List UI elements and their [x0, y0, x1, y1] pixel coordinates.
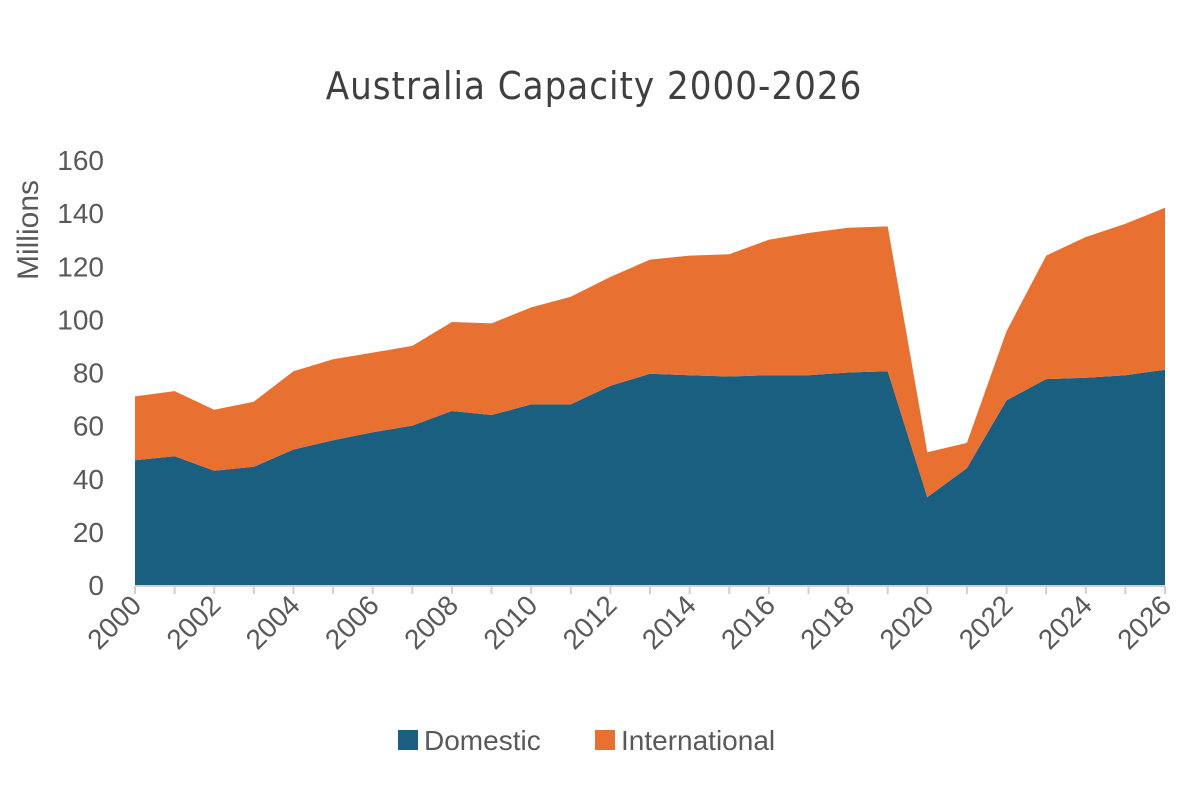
legend-label-international: International	[621, 725, 775, 756]
chart-title: Australia Capacity 2000-2026	[326, 64, 863, 108]
y-tick-label: 40	[73, 464, 104, 495]
legend: Domestic International	[398, 725, 775, 756]
y-tick-label: 160	[57, 145, 104, 176]
x-tick-label: 2002	[161, 589, 227, 655]
area-domestic	[135, 369, 1165, 585]
x-tick-label: 2014	[636, 589, 702, 655]
legend-swatch-international	[595, 730, 615, 750]
x-axis-ticks: 2000 2002 2004 2006 2008 2010 2012 2014 2016 2018…	[81, 586, 1177, 655]
x-tick-label: 2022	[953, 589, 1019, 655]
x-tick-label: 2026	[1111, 589, 1177, 655]
y-axis-ticks: 0 20 40 60 80 100 120 140 160	[57, 145, 104, 601]
y-tick-label: 20	[73, 517, 104, 548]
x-tick-label: 2020	[874, 589, 940, 655]
x-tick-label: 2024	[1032, 589, 1098, 655]
y-tick-label: 140	[57, 198, 104, 229]
x-tick-label: 2008	[398, 589, 464, 655]
y-tick-label: 80	[73, 358, 104, 389]
y-tick-label: 120	[57, 251, 104, 282]
area-international	[135, 207, 1165, 498]
legend-label-domestic: Domestic	[424, 725, 541, 756]
y-tick-label: 100	[57, 304, 104, 335]
y-tick-label: 0	[88, 570, 104, 601]
x-tick-label: 2004	[240, 589, 306, 655]
x-tick-label: 2016	[715, 589, 781, 655]
plot-area	[135, 207, 1165, 585]
x-tick-label: 2012	[557, 589, 623, 655]
legend-swatch-domestic	[398, 730, 418, 750]
x-tick-label: 2018	[794, 589, 860, 655]
y-axis-title: Millions	[12, 180, 45, 280]
x-tick-label: 2006	[319, 589, 385, 655]
y-tick-label: 60	[73, 411, 104, 442]
x-tick-label: 2010	[477, 589, 543, 655]
